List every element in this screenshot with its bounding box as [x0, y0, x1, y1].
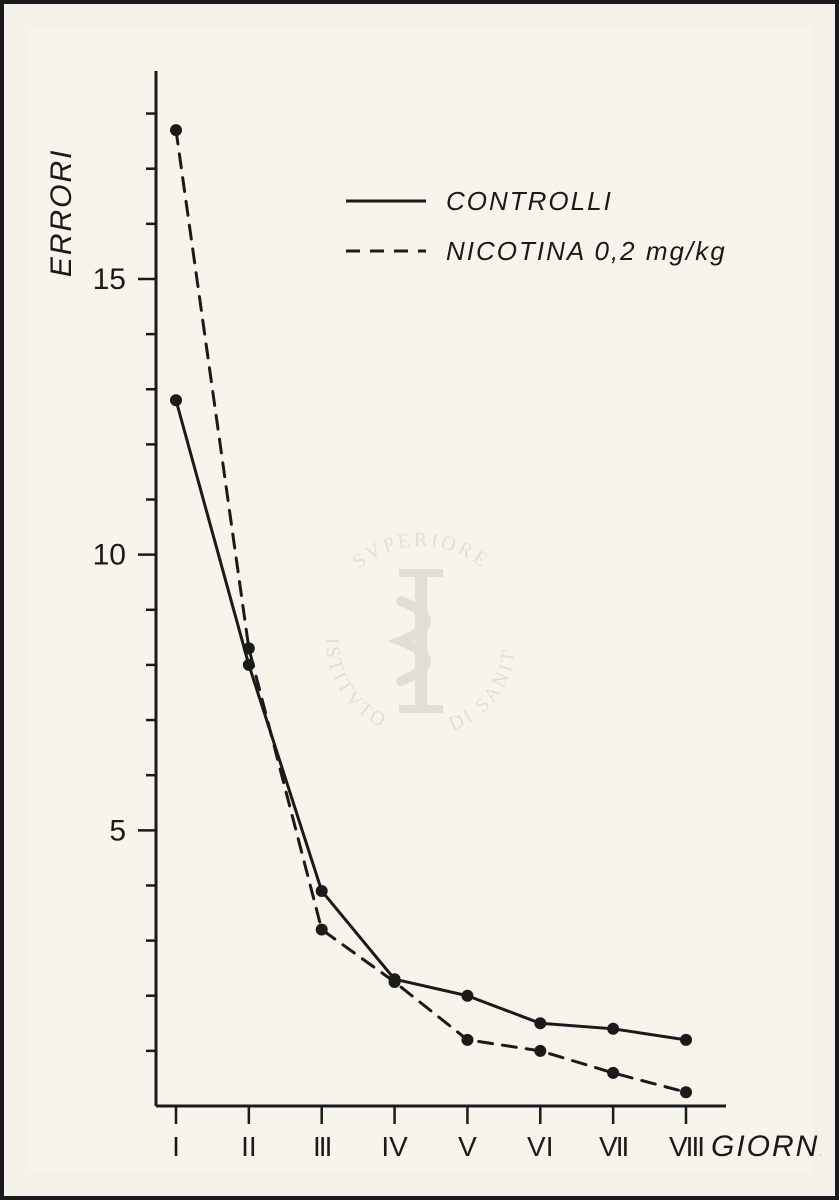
photo-frame: SVPERIOREISTITVTODI SANITÀ51015ERRORIIII…: [0, 0, 839, 1200]
x-tick-label: III: [313, 1131, 331, 1162]
y-ticks: 5 10 15: [93, 114, 156, 1051]
x-tick-label: IV: [381, 1131, 408, 1162]
y-tick-label: 5: [109, 814, 126, 847]
y-tick-label: 15: [93, 263, 126, 296]
series-nicotina: [170, 124, 692, 1098]
x-tick-label: V: [458, 1131, 477, 1162]
legend-label-controlli: CONTROLLI: [446, 186, 613, 216]
x-axis-label: GIORNI: [711, 1130, 821, 1163]
series-controlli: [170, 394, 692, 1046]
x-tick-label: VII: [599, 1131, 627, 1162]
svg-text:ISTITVTO: ISTITVTO: [321, 637, 392, 733]
x-tick-label: VI: [527, 1131, 553, 1162]
watermark: SVPERIORE ISTITVTODI SANITÀ: [26, 26, 521, 736]
svg-text:DI SANITÀ: DI SANITÀ: [26, 26, 521, 736]
x-tick-label: VIII: [669, 1131, 703, 1162]
x-tick-label: I: [172, 1131, 180, 1162]
legend: CONTROLLI NICOTINA 0,2 mg/kg: [346, 186, 727, 266]
y-axis-label: ERRORI: [45, 148, 78, 277]
x-ticks: IIIIIIIVVVIVIIVIII: [172, 1106, 703, 1162]
y-tick-label: 10: [93, 539, 126, 572]
line-chart: SVPERIOREISTITVTODI SANITÀ51015ERRORIIII…: [26, 26, 821, 1182]
legend-label-nicotina: NICOTINA 0,2 mg/kg: [446, 236, 727, 266]
x-tick-label: II: [241, 1131, 257, 1162]
chart-paper: SVPERIOREISTITVTODI SANITÀ51015ERRORIIII…: [26, 26, 813, 1174]
svg-text:SVPERIORE: SVPERIORE: [348, 529, 493, 573]
